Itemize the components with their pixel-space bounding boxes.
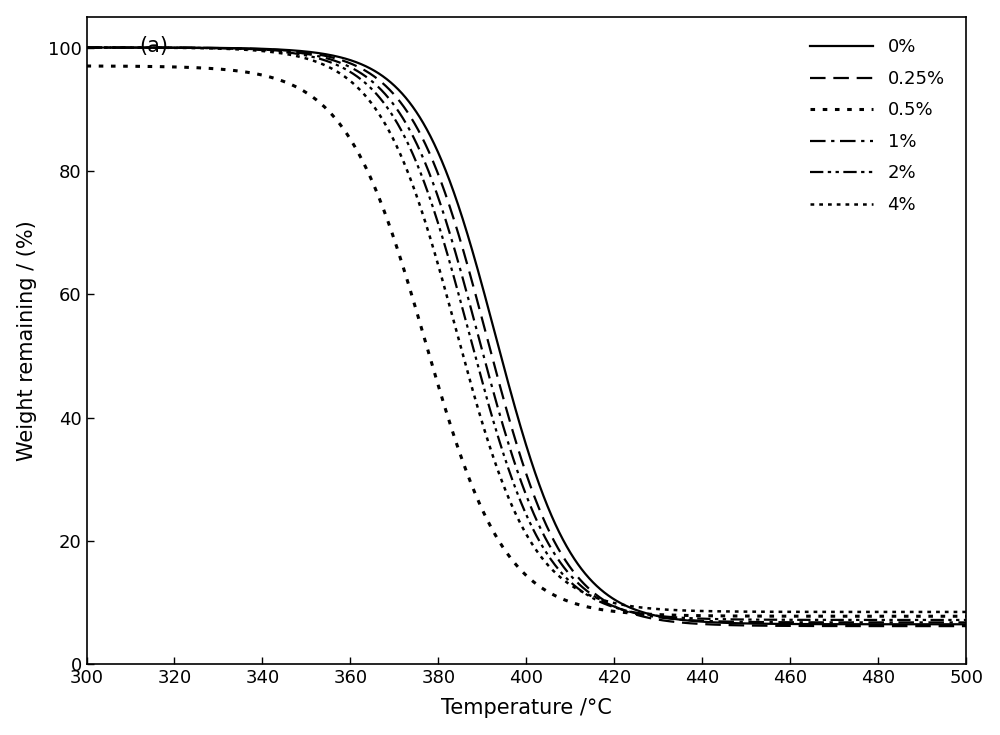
0% [960,620,972,628]
0.5% [848,612,860,620]
4% [848,608,860,617]
1% [943,618,955,627]
1% [848,618,860,627]
0.25% [943,622,955,631]
0.5% [181,63,193,72]
2% [848,615,860,624]
2% [233,44,245,53]
2% [456,302,468,311]
Line: 0%: 0% [87,48,966,624]
0.25% [181,43,193,52]
0% [81,43,93,52]
Legend: 0%, 0.25%, 0.5%, 1%, 2%, 4%: 0%, 0.25%, 0.5%, 1%, 2%, 4% [803,31,952,221]
4% [233,45,245,54]
1% [181,43,193,52]
0% [456,212,468,221]
0.25% [418,137,430,146]
Line: 0.5%: 0.5% [87,66,966,616]
0.25% [456,242,468,251]
Line: 1%: 1% [87,48,966,623]
0.5% [960,612,972,620]
2% [960,615,972,624]
0% [848,620,860,628]
2% [943,615,955,624]
4% [943,608,955,617]
4% [81,43,93,52]
0% [943,620,955,628]
1% [960,618,972,627]
4% [960,608,972,617]
1% [418,155,430,164]
0% [418,120,430,129]
2% [81,43,93,52]
0.25% [81,43,93,52]
0% [181,43,193,52]
0% [233,44,245,53]
0.25% [960,622,972,631]
4% [181,43,193,52]
Line: 4%: 4% [87,48,966,612]
0.5% [233,67,245,76]
Text: (a): (a) [139,36,168,56]
1% [233,44,245,53]
1% [456,271,468,280]
0.5% [943,612,955,620]
Line: 2%: 2% [87,48,966,620]
0.5% [456,455,468,464]
2% [181,43,193,52]
1% [81,43,93,52]
0.25% [848,622,860,631]
0.25% [233,44,245,53]
0.5% [418,332,430,341]
4% [456,348,468,356]
Y-axis label: Weight remaining / (%): Weight remaining / (%) [17,220,37,461]
0.5% [81,62,93,71]
Line: 0.25%: 0.25% [87,48,966,626]
2% [418,177,430,186]
4% [418,213,430,222]
X-axis label: Temperature /°C: Temperature /°C [441,698,612,718]
